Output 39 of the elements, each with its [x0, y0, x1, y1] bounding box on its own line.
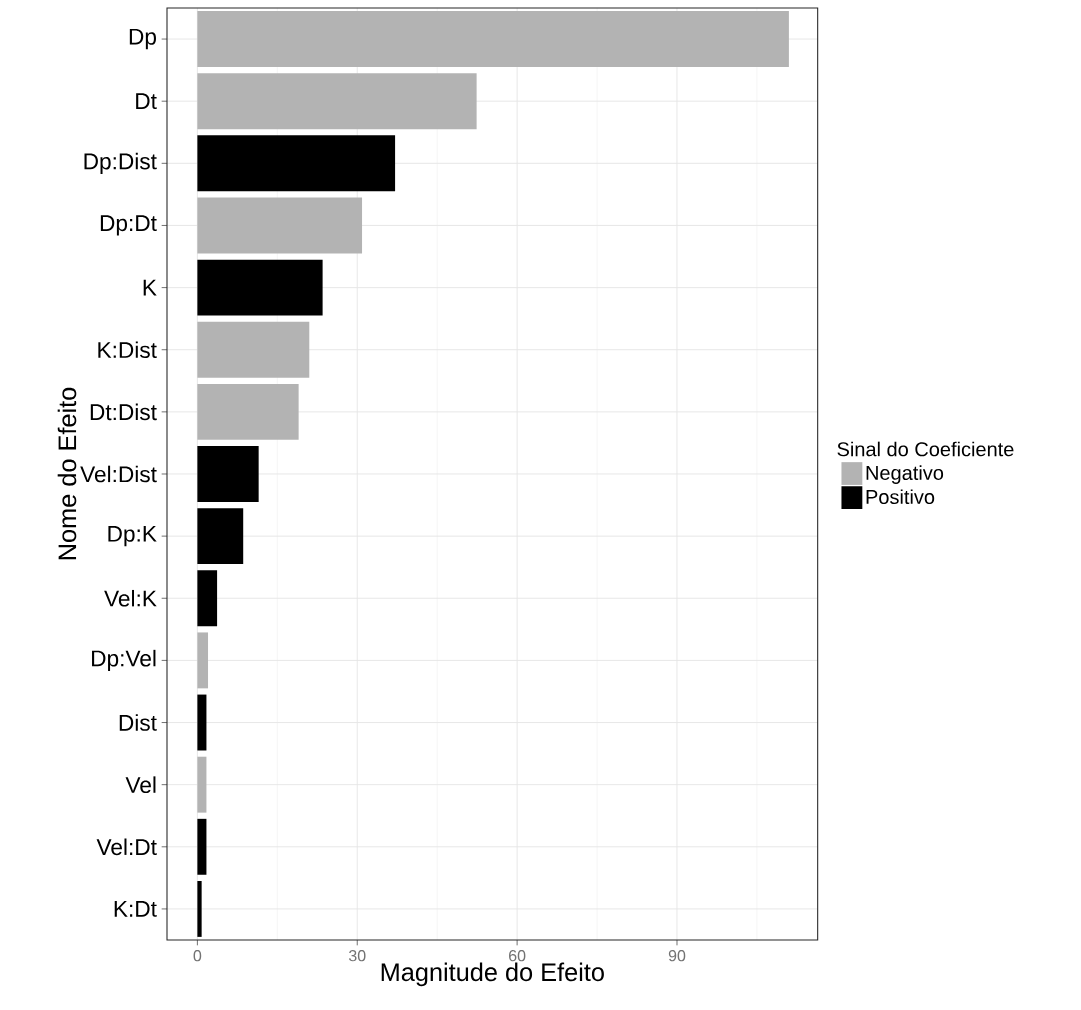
y-tick-label: K: [143, 279, 157, 296]
bar: [197, 446, 259, 502]
x-tick-label: 60: [509, 950, 526, 962]
y-tick-label: Dp:Dt: [100, 215, 157, 236]
bar: [197, 880, 202, 937]
bar: [197, 135, 396, 192]
legend-label: Negativo: [866, 465, 944, 484]
y-tick-label: Vel:K: [104, 589, 157, 607]
bar: [197, 11, 789, 68]
legend-label: Positivo: [866, 489, 935, 505]
bar: [197, 321, 310, 378]
legend-title: Sinal do Coeficiente: [837, 441, 1014, 457]
bar: [197, 508, 244, 565]
y-tick-label: Dt:Dist: [90, 403, 157, 421]
bar: [197, 632, 209, 689]
y-tick-label: Dist: [119, 714, 157, 731]
bar: [197, 694, 207, 751]
y-tick-label: Vel: [125, 776, 156, 793]
x-tick-label: 90: [668, 950, 686, 962]
y-tick-label: Vel:Dt: [96, 838, 157, 856]
bar: [197, 73, 477, 130]
bar: [197, 570, 218, 627]
y-tick-label: Dp: [129, 28, 156, 50]
y-tick-label: Dp:Vel: [92, 649, 156, 671]
y-axis-title: Nome do Efeito: [57, 387, 77, 560]
y-tick-label: Dp:Dist: [84, 152, 157, 174]
y-tick-label: K:Dist: [98, 341, 157, 359]
bar: [197, 259, 323, 316]
y-tick-label: Vel:Dist: [80, 465, 157, 483]
x-tick-label: 0: [193, 950, 202, 962]
bar: [197, 756, 207, 813]
x-axis-title: Magnitude do Efeito: [381, 962, 604, 987]
y-tick-label: Dt: [136, 93, 157, 110]
bar: [197, 818, 207, 875]
bar: [197, 197, 363, 254]
y-tick-label: K:Dt: [114, 901, 157, 917]
x-tick-label: 30: [348, 950, 366, 962]
bar: [197, 383, 299, 440]
y-tick-label: Dp:K: [108, 525, 157, 547]
